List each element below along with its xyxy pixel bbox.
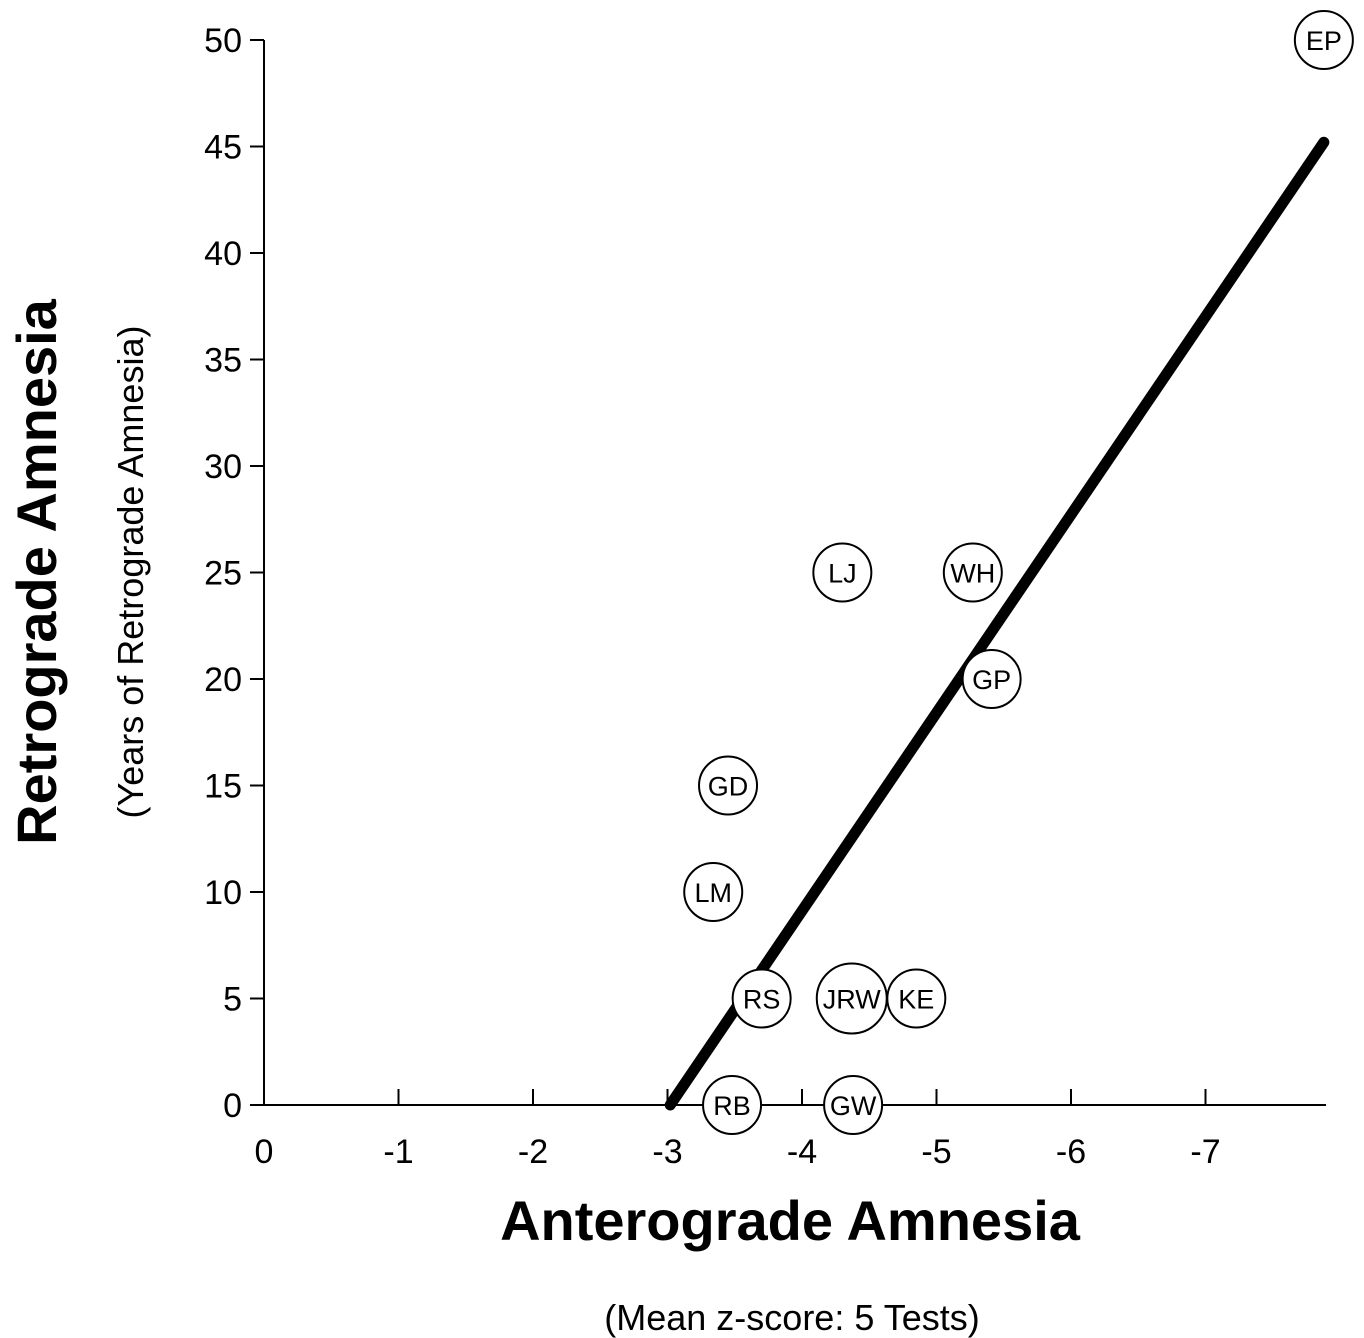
data-point-label: EP — [1306, 26, 1342, 56]
x-axis-title: Anterograde Amnesia — [500, 1189, 1081, 1252]
y-tick-label: 50 — [204, 22, 242, 60]
x-tick-label: -4 — [787, 1133, 817, 1171]
data-point-label: JRW — [823, 985, 882, 1015]
data-point: EP — [1293, 10, 1354, 70]
y-tick-label: 0 — [223, 1087, 242, 1125]
data-point-label: KE — [898, 985, 934, 1015]
y-tick-label: 20 — [204, 661, 242, 699]
data-point-label: LM — [694, 878, 732, 908]
regression-line-group — [664, 136, 1330, 1111]
y-tick-label: 5 — [223, 981, 242, 1019]
data-point-label: GP — [972, 665, 1011, 695]
data-point: RS — [731, 968, 792, 1029]
x-axis-subtitle: (Mean z-score: 5 Tests) — [604, 1297, 979, 1338]
data-point: GP — [961, 649, 1022, 709]
data-point: RB — [702, 1075, 763, 1135]
data-point-marker — [886, 968, 947, 1029]
data-point-label: GW — [830, 1091, 877, 1121]
data-point-label: RB — [713, 1091, 751, 1121]
x-tick-label: -7 — [1190, 1133, 1220, 1171]
data-point-marker — [698, 755, 759, 816]
data-point-marker — [683, 862, 744, 922]
data-point-marker — [823, 1075, 884, 1135]
data-points: EP LJ WH GP GD LM RS JRW KE RB GW — [683, 10, 1354, 1135]
data-point-marker — [961, 649, 1022, 709]
data-point-label: WH — [950, 559, 995, 589]
y-tick-label: 10 — [204, 874, 242, 912]
y-tick-label: 45 — [204, 129, 242, 167]
data-point: JRW — [815, 962, 888, 1035]
data-point: GW — [823, 1075, 884, 1135]
y-tick-label: 30 — [204, 448, 242, 486]
x-tick-label: 0 — [255, 1133, 274, 1171]
y-axis-subtitle: (Years of Retrograde Amnesia) — [110, 326, 151, 819]
y-tick-label: 40 — [204, 235, 242, 273]
y-axis-title: Retrograde Amnesia — [5, 298, 68, 845]
regression-line — [664, 136, 1330, 1111]
data-point-marker — [942, 542, 1003, 603]
data-point: LJ — [812, 542, 873, 603]
data-point-marker — [1293, 10, 1354, 70]
x-axis-ticks: 0 -1 -2 -3 -4 -5 -6 -7 — [255, 1089, 1221, 1171]
x-tick-label: -5 — [921, 1133, 951, 1171]
data-point-label: LJ — [828, 559, 857, 589]
y-tick-label: 25 — [204, 555, 242, 593]
x-tick-label: -3 — [652, 1133, 682, 1171]
data-point-label: GD — [708, 772, 749, 802]
data-point: WH — [942, 542, 1003, 603]
y-axis-ticks: 0 5 10 15 20 25 30 35 40 45 50 — [204, 22, 264, 1125]
data-point-marker — [731, 968, 792, 1029]
y-tick-label: 15 — [204, 768, 242, 806]
data-point: KE — [886, 968, 947, 1029]
x-tick-label: -1 — [383, 1133, 413, 1171]
data-point-marker — [702, 1075, 763, 1135]
axes — [263, 40, 1326, 1106]
y-tick-label: 35 — [204, 342, 242, 380]
data-point-marker — [812, 542, 873, 603]
data-point-label: RS — [743, 985, 781, 1015]
data-point: GD — [698, 755, 759, 816]
x-tick-label: -6 — [1056, 1133, 1086, 1171]
x-tick-label: -2 — [518, 1133, 548, 1171]
data-point: LM — [683, 862, 744, 922]
